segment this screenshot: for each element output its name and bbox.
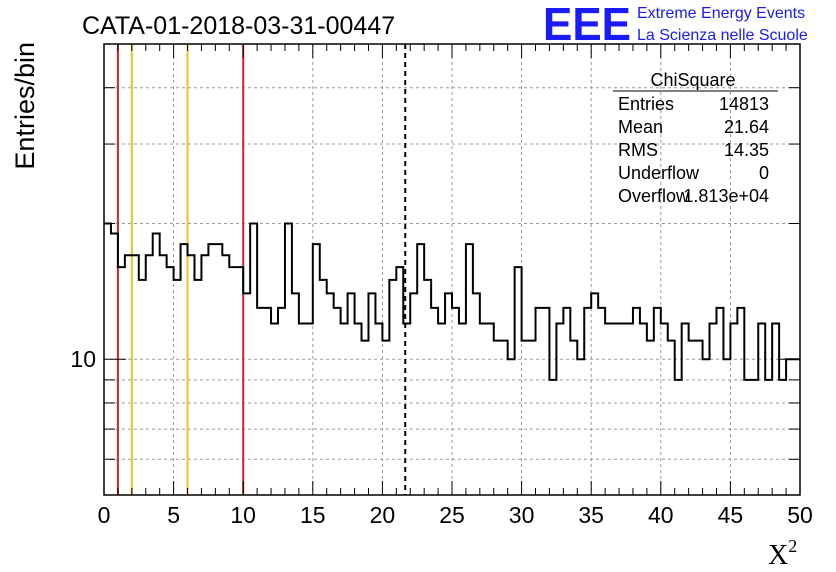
x-tick-labels: 0 5 10 15 20 25 30 35 40 45 50 (98, 502, 813, 528)
marker-lines (116, 44, 407, 495)
stats-row-label: RMS (618, 140, 658, 160)
stats-box: ChiSquare Entries 14813 Mean 21.64 RMS 14.35 U… (613, 70, 778, 206)
x-tick-label: 5 (167, 502, 180, 528)
x-tick-label: 35 (578, 502, 604, 528)
stats-row-value: 1.813e+04 (683, 186, 769, 206)
stats-row-label: Mean (618, 117, 663, 137)
stats-row-label: Overflow (618, 186, 690, 206)
eee-logo-mark: EEE (543, 0, 631, 50)
x-tick-label: 30 (509, 502, 535, 528)
y-axis-label: Entries/bin (10, 42, 40, 170)
y-tick-labels: 10 (70, 346, 96, 372)
x-tick-label: 15 (300, 502, 326, 528)
x-tick-label: 50 (787, 502, 813, 528)
x-axis-label-base: X (768, 540, 788, 571)
x-tick-label: 45 (718, 502, 744, 528)
grid-lines (104, 44, 800, 495)
stats-row-label: Entries (618, 94, 674, 114)
stats-row-value: 14813 (719, 94, 769, 114)
x-tick-label: 0 (98, 502, 111, 528)
axis-ticks (103, 44, 801, 495)
stats-row-value: 0 (759, 163, 769, 183)
x-tick-label: 25 (439, 502, 465, 528)
stats-box-rows: Entries 14813 Mean 21.64 RMS 14.35 Underflow 0 O… (618, 94, 769, 206)
stats-row-value: 14.35 (724, 140, 769, 160)
stats-box-title: ChiSquare (650, 70, 735, 90)
chart-title: CATA-01-2018-03-31-00447 (82, 12, 395, 40)
histogram-series (104, 222, 800, 381)
x-tick-label: 40 (648, 502, 674, 528)
x-axis-label: X2 (768, 536, 797, 571)
x-axis-label-superscript: 2 (788, 536, 797, 556)
stats-row-value: 21.64 (724, 117, 769, 137)
x-tick-label: 10 (230, 502, 256, 528)
x-tick-label: 20 (370, 502, 396, 528)
eee-logo-line2: La Scienza nelle Scuole (637, 27, 808, 44)
stats-row-label: Underflow (618, 163, 700, 183)
eee-logo-line1: Extreme Energy Events (637, 5, 805, 22)
eee-logo: EEE Extreme Energy Events La Scienza nel… (543, 0, 808, 50)
y-tick-label: 10 (70, 346, 96, 372)
